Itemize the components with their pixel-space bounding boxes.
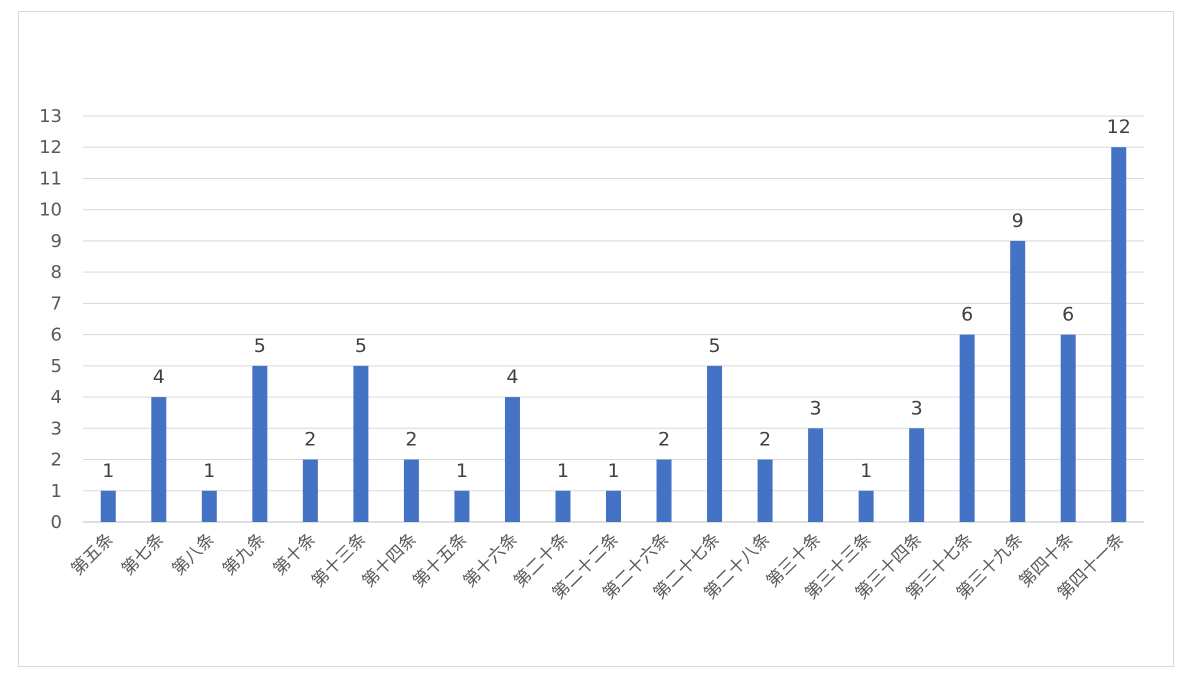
bars (100, 147, 1127, 522)
bar (909, 428, 925, 522)
bar (201, 490, 217, 522)
data-label: 1 (456, 460, 468, 482)
bar (656, 459, 672, 522)
data-label: 4 (153, 366, 165, 388)
data-label: 1 (607, 460, 619, 482)
x-tick-label: 第十三条 (308, 529, 370, 591)
data-label: 3 (911, 397, 923, 419)
bar (858, 490, 874, 522)
bar (504, 397, 520, 522)
x-axis-ticks: 第五条 第七条 第八条 第九条 第十条第十三条第十四条第十五条第十六条第二十条第二十二条… (68, 529, 1129, 603)
y-tick-label: 10 (39, 200, 62, 221)
data-label: 5 (254, 335, 266, 357)
bar (1010, 240, 1026, 522)
y-tick-label: 6 (51, 325, 62, 346)
bar (707, 365, 723, 522)
bar (959, 334, 975, 522)
bar (302, 459, 318, 522)
data-label: 6 (961, 304, 973, 326)
bar (454, 490, 470, 522)
bar (1111, 147, 1127, 522)
y-tick-label: 4 (51, 387, 62, 408)
data-label: 4 (506, 366, 518, 388)
data-label: 1 (203, 460, 215, 482)
x-tick-label: 第七条 (118, 529, 168, 579)
data-label: 5 (355, 335, 367, 357)
x-tick-label: 第五条 (68, 529, 118, 579)
y-tick-label: 0 (51, 512, 62, 533)
data-label: 1 (860, 460, 872, 482)
data-label: 2 (658, 429, 670, 451)
data-label: 2 (304, 429, 316, 451)
y-tick-label: 13 (39, 106, 62, 127)
y-tick-label: 12 (39, 137, 62, 158)
y-tick-label: 8 (51, 262, 62, 283)
data-label: 2 (759, 429, 771, 451)
bar (1060, 334, 1076, 522)
data-label: 1 (102, 460, 114, 482)
bar (403, 459, 419, 522)
bar (808, 428, 824, 522)
bar (606, 490, 621, 522)
data-label: 3 (810, 397, 822, 419)
y-tick-label: 7 (51, 293, 62, 314)
data-label: 2 (405, 429, 417, 451)
y-tick-label: 2 (51, 450, 62, 471)
bar (353, 365, 369, 522)
bar (252, 365, 268, 522)
x-tick-label: 第十四条 (359, 529, 421, 591)
x-tick-label: 第十五条 (409, 529, 471, 591)
x-tick-label: 第九条 (219, 529, 269, 579)
y-tick-label: 9 (51, 231, 62, 252)
x-tick-label: 第八条 (169, 529, 219, 579)
x-tick-label: 第十六条 (460, 529, 522, 591)
data-label: 5 (709, 335, 721, 357)
chart-frame (18, 11, 1174, 667)
bar (555, 490, 571, 522)
y-tick-label: 3 (51, 418, 62, 439)
y-tick-label: 11 (39, 168, 62, 189)
y-tick-label: 5 (51, 356, 62, 377)
y-tick-label: 1 (51, 481, 62, 502)
data-label: 9 (1012, 210, 1024, 232)
bar (100, 490, 116, 522)
bar (151, 397, 167, 522)
data-label: 1 (557, 460, 569, 482)
data-label: 6 (1062, 304, 1074, 326)
data-label: 12 (1107, 116, 1131, 138)
bar (757, 459, 773, 522)
